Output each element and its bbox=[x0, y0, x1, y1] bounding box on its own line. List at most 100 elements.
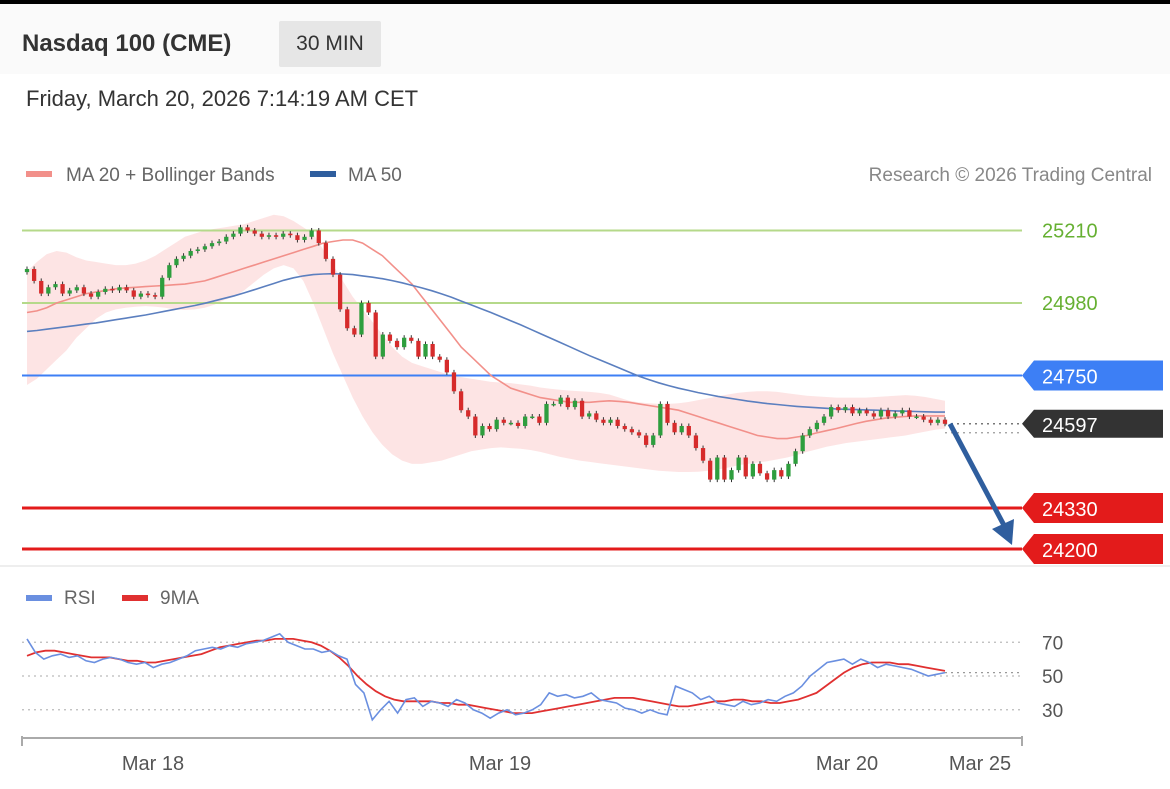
ma50-legend-swatch bbox=[310, 171, 336, 177]
candle-body bbox=[458, 391, 464, 411]
candle-body bbox=[679, 425, 684, 433]
support-tag bbox=[1022, 533, 1163, 564]
candle-body bbox=[750, 463, 755, 477]
resistance-label: 24980 bbox=[1042, 293, 1098, 315]
forecast-arrowhead bbox=[992, 518, 1014, 545]
candle-body bbox=[786, 463, 791, 477]
instrument-title: Nasdaq 100 (CME) bbox=[22, 30, 232, 57]
candle-body bbox=[836, 407, 841, 411]
candle-body bbox=[110, 288, 115, 291]
candle-body bbox=[893, 413, 898, 417]
candle-body bbox=[487, 425, 492, 430]
last-price-tag bbox=[1022, 409, 1163, 438]
candle-body bbox=[394, 340, 400, 348]
candle-body bbox=[494, 419, 499, 430]
candle-body bbox=[167, 265, 172, 278]
rsi-plot: 70 50 30 bbox=[22, 632, 1063, 722]
candle-body bbox=[174, 258, 179, 266]
candle-body bbox=[736, 457, 741, 471]
candle-body bbox=[572, 400, 578, 408]
candle-body bbox=[942, 419, 948, 424]
candle-body bbox=[743, 457, 748, 477]
candle-body bbox=[764, 473, 770, 480]
candle-body bbox=[451, 372, 457, 392]
candle-body bbox=[800, 435, 805, 452]
rsi-ma-legend-swatch bbox=[122, 595, 148, 601]
candle-body bbox=[814, 422, 820, 430]
candle-body bbox=[152, 295, 158, 297]
pivot-label: 24750 bbox=[1042, 367, 1098, 389]
candle-body bbox=[729, 470, 734, 480]
candle-body bbox=[245, 227, 250, 231]
candle-body bbox=[629, 429, 635, 433]
candle-body bbox=[430, 344, 435, 357]
candle-body bbox=[779, 470, 784, 477]
candle-body bbox=[74, 287, 79, 291]
candle-body bbox=[885, 410, 891, 417]
copyright-text: Research © 2026 Trading Central bbox=[869, 165, 1152, 186]
candle-body bbox=[323, 243, 329, 259]
candle-body bbox=[708, 460, 713, 480]
rsi-tick-label: 70 bbox=[1042, 633, 1063, 654]
x-tick-label: Mar 25 bbox=[949, 753, 1011, 775]
candle-body bbox=[480, 425, 485, 436]
candle-body bbox=[60, 284, 65, 294]
x-tick-label: Mar 19 bbox=[469, 753, 531, 775]
top-border bbox=[0, 0, 1170, 4]
candle-body bbox=[281, 233, 286, 237]
candle-body bbox=[145, 293, 151, 296]
candle-body bbox=[46, 287, 51, 294]
candle-body bbox=[864, 410, 869, 414]
candle-body bbox=[608, 419, 613, 423]
candle-body bbox=[558, 397, 563, 404]
candle-body bbox=[352, 328, 357, 335]
timestamp: Friday, March 20, 2026 7:14:19 AM CET bbox=[26, 86, 419, 111]
candle-body bbox=[473, 416, 478, 436]
support-tag bbox=[1022, 492, 1163, 523]
forecast-arrow bbox=[947, 422, 1010, 533]
candle-body bbox=[316, 230, 321, 244]
candle-body bbox=[330, 258, 336, 275]
candle-body bbox=[643, 435, 649, 445]
candle-body bbox=[266, 235, 272, 237]
x-tick-label: Mar 18 bbox=[122, 753, 184, 775]
candle-body bbox=[88, 293, 94, 297]
candle-body bbox=[843, 407, 848, 411]
candle-body bbox=[757, 463, 763, 474]
candle-body bbox=[565, 397, 570, 408]
candle-body bbox=[658, 403, 663, 436]
candle-body bbox=[195, 249, 200, 251]
candle-body bbox=[259, 233, 264, 237]
candle-body bbox=[188, 250, 193, 256]
candle-body bbox=[821, 416, 827, 423]
timeframe-button[interactable]: 30 MIN bbox=[279, 21, 381, 67]
candle-body bbox=[366, 303, 371, 313]
candle-body bbox=[594, 413, 599, 420]
candle-body bbox=[160, 277, 165, 297]
candle-body bbox=[24, 268, 30, 273]
candle-body bbox=[651, 435, 656, 445]
candle-body bbox=[138, 293, 143, 297]
candle-body bbox=[124, 287, 129, 291]
candle-body bbox=[914, 416, 919, 419]
ma20-line bbox=[26, 239, 945, 440]
candle-body bbox=[508, 422, 514, 425]
rsi-legend-swatch bbox=[26, 595, 52, 601]
candle-body bbox=[900, 410, 905, 414]
candle-body bbox=[466, 410, 471, 417]
candle-body bbox=[131, 290, 136, 297]
candle-body bbox=[302, 236, 307, 240]
candle-body bbox=[309, 230, 314, 237]
candle-body bbox=[31, 268, 37, 281]
candle-body bbox=[686, 425, 691, 436]
candle-body bbox=[615, 419, 620, 426]
candle-body bbox=[231, 233, 236, 237]
candle-body bbox=[921, 416, 926, 420]
candle-body bbox=[359, 303, 364, 335]
rsi-line bbox=[26, 632, 946, 722]
candle-body bbox=[209, 243, 215, 247]
candle-body bbox=[423, 344, 428, 357]
chart-header: Nasdaq 100 (CME) 30 MIN bbox=[0, 4, 1170, 74]
candle-body bbox=[530, 416, 535, 419]
